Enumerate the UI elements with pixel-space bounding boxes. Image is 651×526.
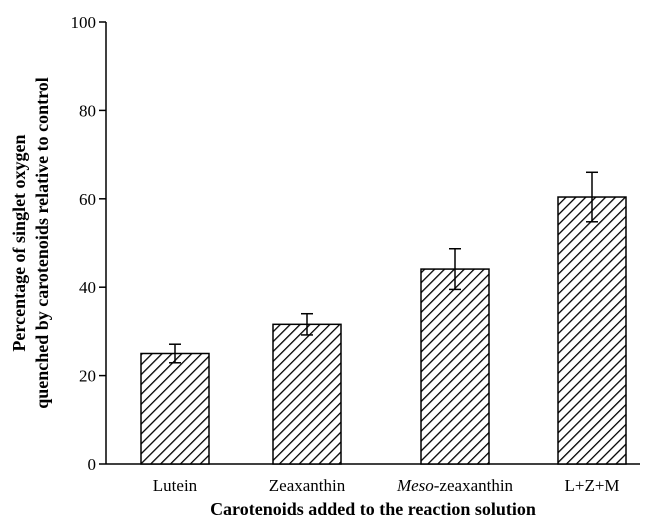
y-axis-title: Percentage of singlet oxygen quenched by…: [9, 77, 52, 409]
x-axis-title: Carotenoids added to the reaction soluti…: [210, 499, 536, 519]
category-label: Zeaxanthin: [269, 476, 346, 495]
bar: [140, 352, 210, 465]
y-tick-label: 0: [88, 455, 97, 474]
y-tick-label: 60: [79, 190, 96, 209]
y-axis-title-line1: Percentage of singlet oxygen: [9, 134, 29, 351]
category-label: Meso-zeaxanthin: [396, 476, 514, 495]
error-bars: [169, 171, 598, 364]
category-labels: Lutein Zeaxanthin Meso-zeaxanthin L+Z+M: [153, 476, 620, 495]
category-label: L+Z+M: [564, 476, 619, 495]
bar: [420, 268, 490, 465]
y-tick-label: 100: [71, 13, 97, 32]
y-axis-title-line2: quenched by carotenoids relative to cont…: [32, 77, 52, 409]
bar: [557, 196, 627, 465]
y-tick-label: 80: [79, 101, 96, 120]
y-tick-label: 20: [79, 367, 96, 386]
category-label: Lutein: [153, 476, 198, 495]
y-tick-label: 40: [79, 278, 96, 297]
bar: [272, 323, 342, 465]
bars: [140, 196, 627, 465]
y-ticks: 0 20 40 60 80 100: [71, 13, 106, 474]
